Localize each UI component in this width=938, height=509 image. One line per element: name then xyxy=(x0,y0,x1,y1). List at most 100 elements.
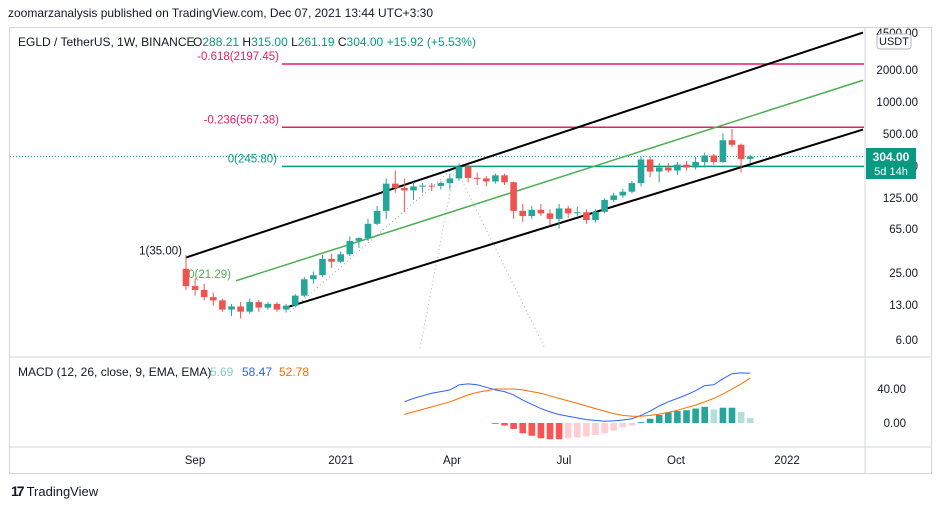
high-value: 315.00 xyxy=(251,35,288,49)
candle-body xyxy=(701,155,708,162)
candle-body xyxy=(546,213,554,219)
macd-pane[interactable] xyxy=(404,372,754,440)
candle-body xyxy=(619,191,627,196)
macd-tick-label: 0.00 xyxy=(884,418,906,430)
macd-histogram-bar xyxy=(701,406,708,423)
candle-body xyxy=(483,178,490,182)
candle-body xyxy=(710,155,718,162)
open-label: O xyxy=(193,35,202,49)
macd-histogram-bar xyxy=(692,408,699,423)
last-price-value: 304.00 xyxy=(873,150,910,164)
fib-level-label: -0.236(567.38) xyxy=(204,114,280,126)
macd-histogram-bar xyxy=(492,423,499,424)
macd-histogram-bar xyxy=(728,407,736,423)
change-value: +15.92 (+5.53%) xyxy=(387,35,476,49)
symbol-title: EGLD / TetherUS, 1W, BINANCE xyxy=(18,35,195,49)
channel-upper-line xyxy=(185,31,864,259)
macd-histogram-bar xyxy=(610,423,617,431)
price-tick-label: 6.00 xyxy=(896,335,918,347)
macd-histogram-bar xyxy=(674,411,681,423)
macd-histogram-bar xyxy=(546,423,554,440)
price-tick-label: 125.00 xyxy=(883,193,918,205)
macd-histogram-bar xyxy=(510,423,517,429)
currency-badge[interactable]: USDT xyxy=(879,36,909,48)
macd-histogram-bar xyxy=(655,414,663,423)
candle-body xyxy=(410,186,417,191)
time-tick-label: 2021 xyxy=(328,455,354,467)
candle-body xyxy=(319,258,326,276)
macd-histogram-bar xyxy=(592,423,599,435)
candle-body xyxy=(501,175,508,183)
tradingview-footer[interactable]: 17 TradingView xyxy=(11,483,98,499)
candle-body xyxy=(592,211,599,221)
candle-body xyxy=(310,275,317,280)
macd-histogram-bar xyxy=(637,422,645,423)
chart-frame xyxy=(9,27,932,474)
fib-level-label: 1(35.00) xyxy=(139,246,182,258)
macd-histogram-bar xyxy=(528,423,536,436)
channel-mid-line xyxy=(235,79,864,282)
macd-histogram-bar xyxy=(746,418,754,423)
macd-histogram-bar xyxy=(665,412,672,423)
candle-body xyxy=(401,187,408,191)
candle-body xyxy=(455,166,463,179)
candle-body xyxy=(510,182,517,211)
macd-hist-value: 5.69 xyxy=(210,365,234,379)
price-tick-label: 500.00 xyxy=(883,129,918,141)
candle-body xyxy=(637,159,645,184)
candle-body xyxy=(346,240,354,255)
candle-body xyxy=(364,223,372,239)
ohlc-readout: O288.21 H315.00 L261.19 C304.00 +15.92 (… xyxy=(193,35,476,49)
candle-body xyxy=(473,177,481,179)
candle-body xyxy=(210,297,217,301)
candle-body xyxy=(728,140,736,145)
macd-histogram-bar xyxy=(564,423,572,439)
price-tick-label: 1000.00 xyxy=(876,97,918,109)
fib-level-label: 0(21.29) xyxy=(188,269,231,281)
macd-histogram-bar xyxy=(619,423,627,428)
price-tick-label: 13.00 xyxy=(889,300,918,312)
candle-body xyxy=(719,140,727,162)
fib-level-label: -0.618(2197.45) xyxy=(197,51,279,63)
macd-histogram-bar xyxy=(683,410,690,423)
candle-body xyxy=(191,286,199,290)
retrace-line-up xyxy=(289,166,456,313)
currency-badge-box[interactable] xyxy=(876,33,912,50)
candle-body xyxy=(428,185,435,187)
close-value: 304.00 xyxy=(347,35,384,49)
macd-histogram-bar xyxy=(737,411,745,423)
candle-body xyxy=(655,167,663,172)
candle-body xyxy=(200,289,208,298)
candle-body xyxy=(555,208,563,219)
candle-body xyxy=(419,185,426,187)
candle-body xyxy=(392,183,399,188)
retrace-line-down xyxy=(454,166,546,349)
macd-histogram-bar xyxy=(601,423,608,434)
macd-histogram-bar xyxy=(537,423,545,439)
price-tick-label: 25.00 xyxy=(889,268,918,280)
candle-body xyxy=(228,306,235,310)
candle-body xyxy=(683,164,690,168)
price-tick-label: 2000.00 xyxy=(876,65,918,77)
candle-body xyxy=(583,212,590,221)
candle-body xyxy=(373,210,381,224)
macd-histogram-bar xyxy=(519,423,526,434)
candle-body xyxy=(646,159,654,172)
macd-histogram-bar xyxy=(555,423,563,440)
fib-level-label: 0(245.80) xyxy=(228,153,277,165)
macd-histogram-bar xyxy=(583,423,590,437)
candle-body xyxy=(692,161,699,168)
retrace-line-down-2 xyxy=(419,166,456,349)
price-pane[interactable]: -0.618(2197.45) -0.236(567.38) 0(245.80) 1(… xyxy=(10,31,864,349)
candle-body xyxy=(674,164,681,171)
candle-body xyxy=(328,258,335,262)
candle-body xyxy=(437,183,445,186)
close-label: C xyxy=(338,35,347,49)
low-value: 261.19 xyxy=(298,35,335,49)
publisher-header: zoomarzanalysis published on TradingView… xyxy=(8,6,434,20)
candle-body xyxy=(255,302,263,308)
time-tick-label: 2022 xyxy=(774,455,800,467)
candle-body xyxy=(264,303,272,308)
candle-body xyxy=(237,306,244,312)
